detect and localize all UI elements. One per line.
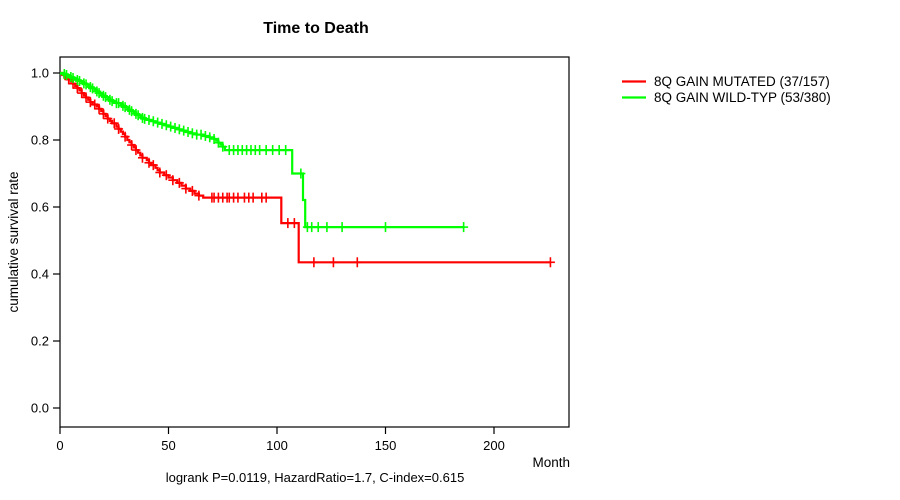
chart-generated-layer: 0 50 100 150 200 0.0 0.2 0.4 0.6 0.8 1.0 8Q GAIN MU… (31, 56, 831, 453)
legend-label: 8Q GAIN WILD-TYP (53/380) (654, 90, 831, 105)
chart-title: Time to Death (263, 20, 369, 37)
legend-label: 8Q GAIN MUTATED (37/157) (654, 74, 830, 89)
x-tick-label: 50 (161, 438, 175, 453)
y-tick-label: 0.2 (31, 334, 49, 349)
survival-curve-mutated (60, 71, 551, 264)
x-axis-label: Month (532, 455, 570, 470)
x-tick-label: 0 (56, 438, 63, 453)
y-tick-label: 0.4 (31, 267, 49, 282)
x-tick-label: 150 (375, 438, 397, 453)
y-axis-label: cumulative survival rate (6, 171, 21, 312)
plot-frame (59, 56, 570, 428)
x-tick-label: 200 (483, 438, 505, 453)
y-tick-label: 0.0 (31, 401, 49, 416)
x-tick-label: 100 (266, 438, 288, 453)
y-tick-label: 0.8 (31, 133, 49, 148)
y-tick-label: 0.6 (31, 200, 49, 215)
footer-stats: logrank P=0.0119, HazardRatio=1.7, C-ind… (166, 470, 465, 485)
y-tick-label: 1.0 (31, 66, 49, 81)
